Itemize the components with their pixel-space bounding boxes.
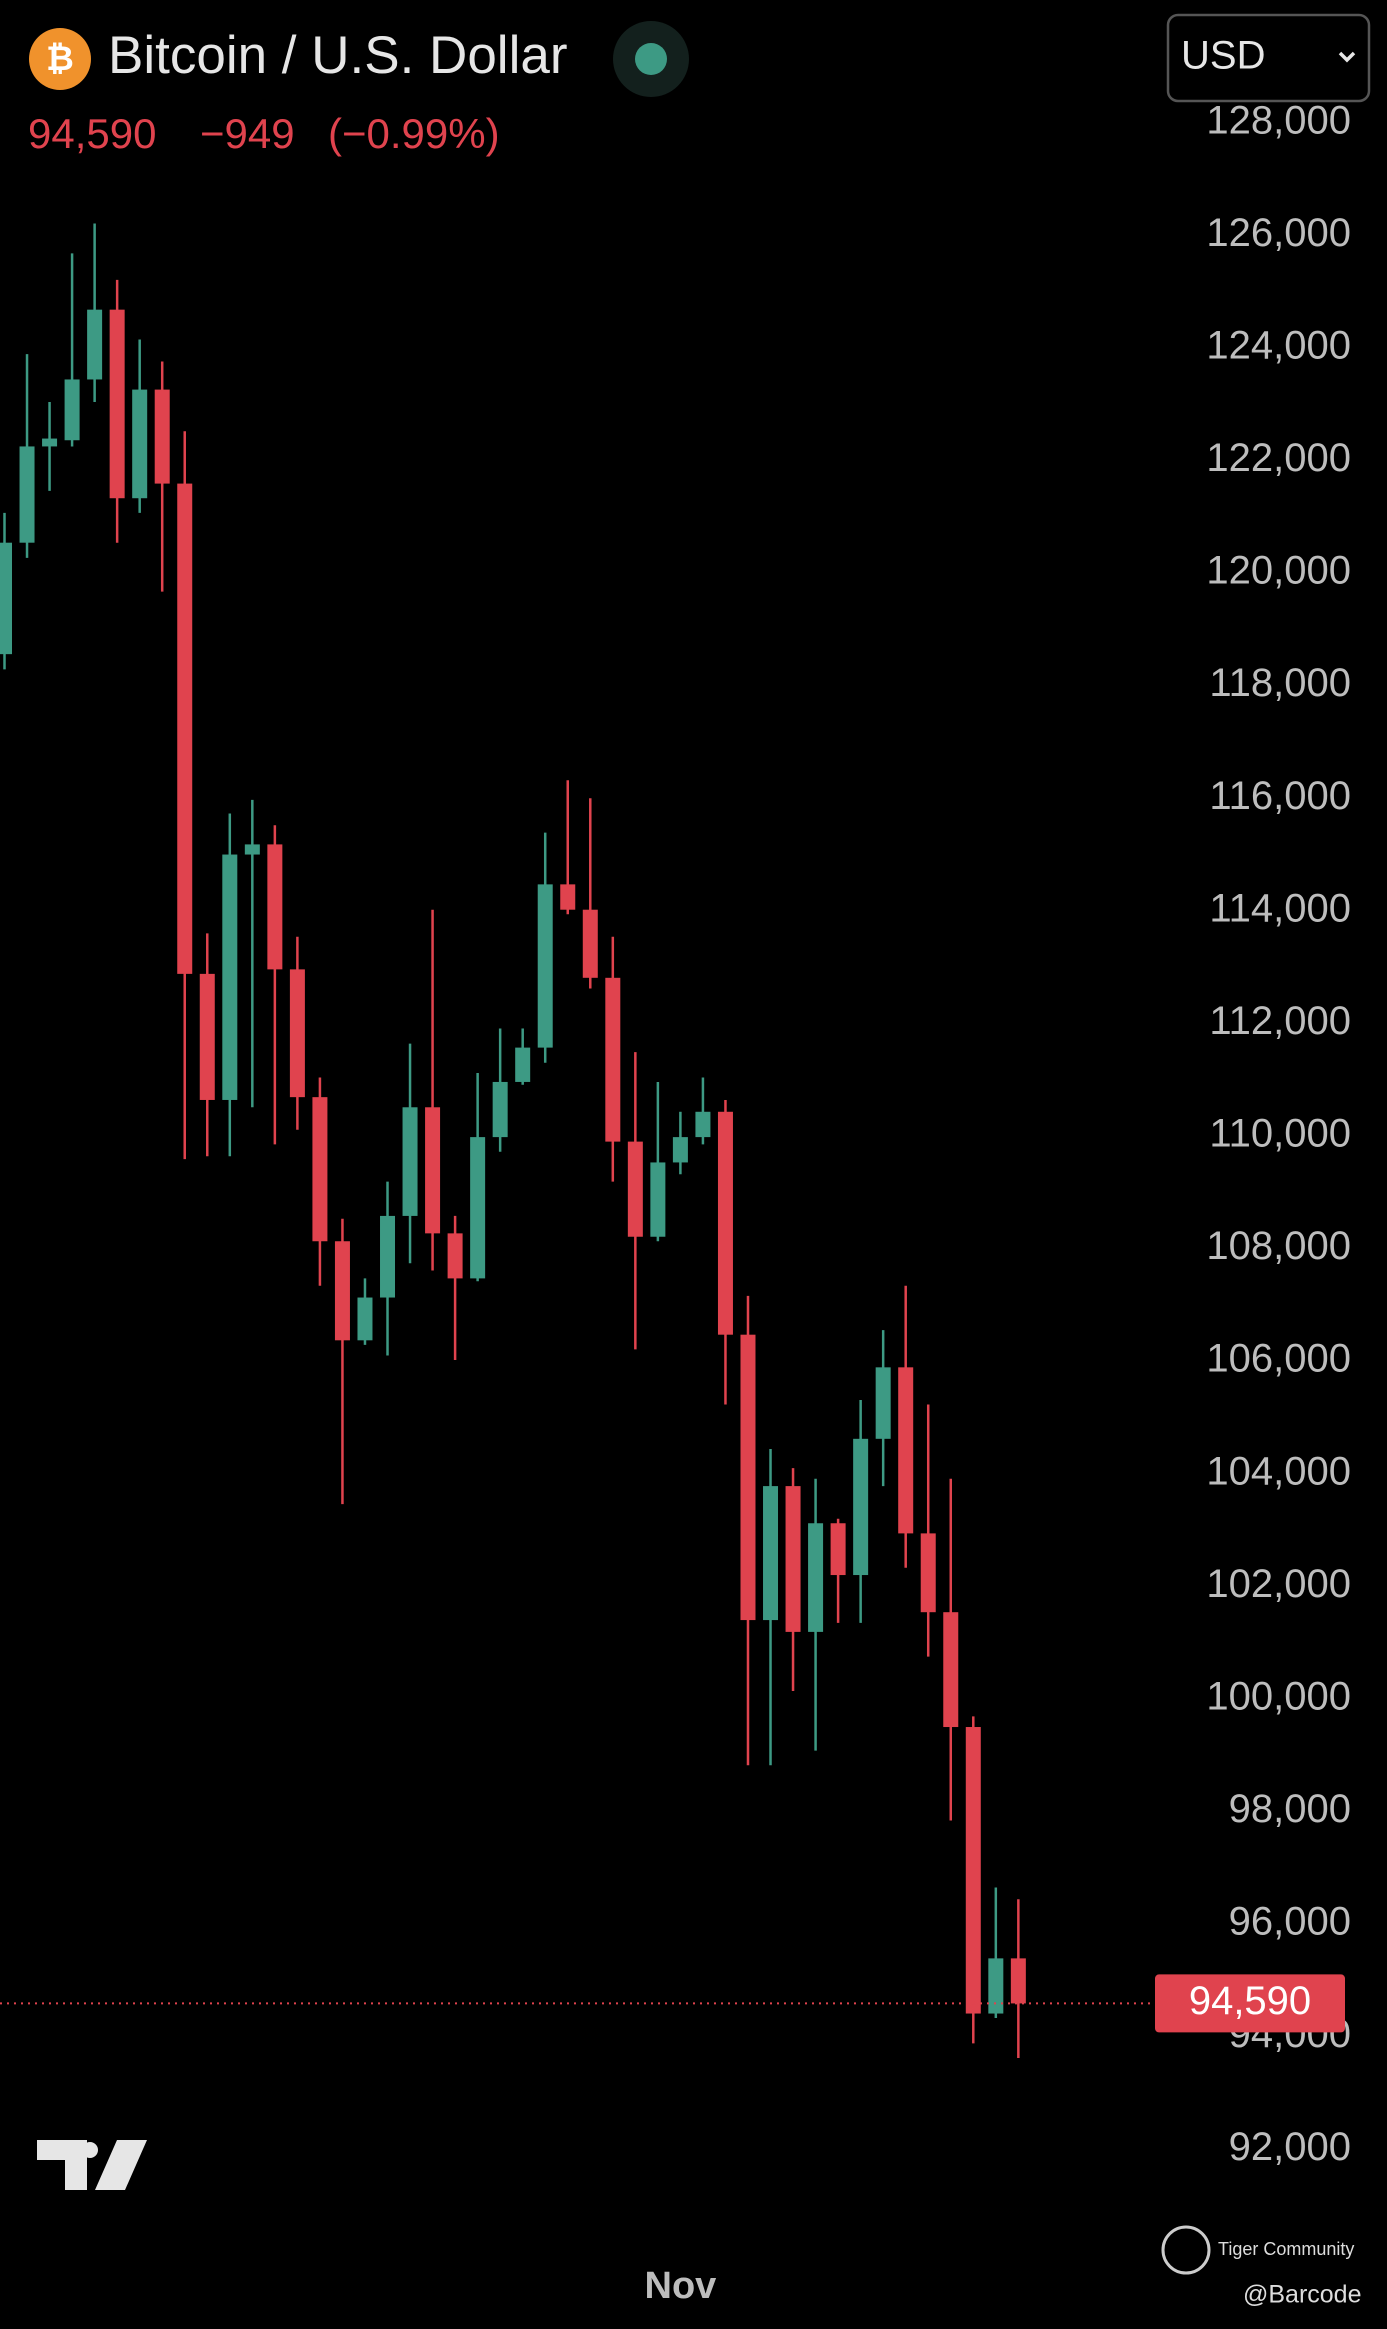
candle-body: [154, 389, 170, 484]
candle-body: [425, 1107, 441, 1234]
y-tick-label: 92,000: [1229, 2125, 1351, 2169]
candle-body: [560, 884, 576, 910]
candle-body: [357, 1297, 373, 1341]
candle-body: [785, 1486, 801, 1632]
candle-body: [289, 969, 305, 1098]
candle-body: [763, 1486, 779, 1621]
candle-body: [492, 1081, 508, 1138]
candle-body: [267, 844, 283, 970]
y-tick-label: 128,000: [1206, 98, 1351, 142]
overlay: ₿ Bitcoin / U.S. Dollar USD 94,590 −949 …: [28, 13, 1371, 2309]
candle-body: [717, 1111, 733, 1335]
candle-body: [537, 884, 553, 1048]
candle-body: [177, 483, 193, 974]
currency-select[interactable]: [1166, 13, 1371, 103]
candle-body: [965, 1727, 981, 2014]
candle-body: [222, 854, 238, 1100]
candle-body: [627, 1141, 643, 1237]
y-tick-label: 96,000: [1229, 1900, 1351, 1944]
y-tick-label: 116,000: [1209, 774, 1351, 818]
candle-body: [605, 977, 621, 1142]
candle-body: [988, 1958, 1004, 2014]
last-price-tag: [1155, 1974, 1345, 2033]
candle-body: [19, 446, 35, 543]
y-tick-label: 124,000: [1206, 323, 1351, 367]
watermark: Tiger Community: [1218, 2239, 1354, 2259]
candle-body: [87, 309, 103, 380]
candle-body: [943, 1612, 959, 1728]
btc-symbol: ₿: [46, 40, 74, 78]
candle-body: [875, 1367, 891, 1439]
tradingview-logo-dot: [82, 2142, 98, 2158]
candle-body: [447, 1233, 463, 1279]
candle-body: [672, 1137, 688, 1163]
y-tick-label: 126,000: [1206, 211, 1351, 255]
y-tick-label: 108,000: [1206, 1224, 1351, 1268]
x-tick-label: Nov: [645, 2265, 717, 2307]
status-dot: [635, 43, 667, 75]
dropdown-arrow[interactable]: [1338, 51, 1356, 63]
candle-body: [898, 1367, 914, 1534]
candle-body: [109, 309, 125, 499]
candle-body: [740, 1334, 756, 1621]
candle-body: [244, 844, 260, 855]
candle-body: [0, 542, 12, 655]
candle-body: [470, 1137, 486, 1279]
candle-body: [380, 1215, 396, 1298]
candle-body: [334, 1241, 350, 1341]
candle-body: [199, 973, 215, 1100]
candle-body: [808, 1523, 824, 1632]
y-tick-label: 98,000: [1229, 1787, 1351, 1831]
candle-body: [132, 389, 148, 499]
candle-body: [1010, 1958, 1026, 2004]
candle-body: [695, 1111, 711, 1138]
y-tick-label: 100,000: [1206, 1674, 1351, 1718]
currency-label[interactable]: USD: [1181, 34, 1265, 78]
tradingview-logo: [37, 2140, 147, 2190]
last-price-tag-label: 94,590: [1189, 1979, 1311, 2023]
candle-body: [920, 1533, 936, 1613]
candle-body: [650, 1162, 666, 1237]
plot: 92,00094,00096,00098,000100,000102,00010…: [0, 98, 1351, 2307]
y-tick-label: 106,000: [1206, 1337, 1351, 1381]
tiger-icon: [1161, 2225, 1211, 2275]
candle-body: [853, 1438, 869, 1576]
y-tick-label: 110,000: [1209, 1112, 1351, 1156]
candle-body: [402, 1107, 418, 1216]
candle-body: [64, 379, 80, 441]
y-tick-label: 102,000: [1206, 1562, 1351, 1606]
candle-body: [312, 1097, 328, 1242]
candle-body: [515, 1047, 531, 1082]
price-change: −949: [200, 110, 295, 157]
candle-body: [42, 438, 58, 447]
chart-title: Bitcoin / U.S. Dollar: [108, 26, 567, 85]
last-price: 94,590: [28, 110, 156, 157]
candle-body: [830, 1523, 846, 1576]
y-tick-label: 122,000: [1206, 436, 1351, 480]
price-change-pct: (−0.99%): [328, 110, 500, 157]
y-tick-label: 120,000: [1206, 549, 1351, 593]
candle-body: [582, 909, 598, 978]
y-tick-label: 112,000: [1209, 999, 1351, 1043]
y-tick-label: 118,000: [1209, 661, 1351, 705]
btc-icon: [29, 28, 91, 90]
y-tick-label: 114,000: [1209, 886, 1351, 930]
watermark: @Barcode: [1243, 2281, 1362, 2309]
y-tick-label: 104,000: [1206, 1449, 1351, 1493]
